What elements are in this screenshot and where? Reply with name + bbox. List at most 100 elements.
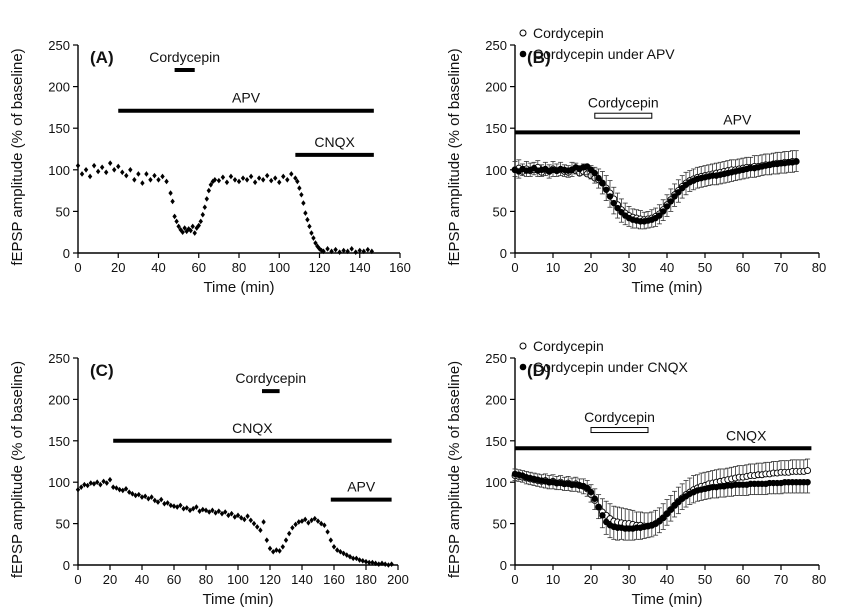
data-point [273, 175, 278, 181]
data-point [319, 520, 324, 527]
x-tick-label: 80 [812, 260, 826, 275]
panel-a: 0 50 100 150 200 250 0 20 40 60 80 100 120 140 160 Time… [9, 38, 411, 296]
data-point [255, 524, 260, 530]
data-point [354, 555, 359, 562]
legend-marker-filled [519, 50, 527, 58]
data-point [164, 178, 169, 185]
x-tick-label: 20 [103, 572, 117, 587]
data-point [144, 171, 149, 177]
data-point-filled [804, 479, 811, 486]
data-point-filled [599, 179, 606, 187]
data-point [329, 248, 334, 255]
data-point [108, 160, 113, 166]
treatment-bar-label: CNQX [314, 134, 355, 150]
y-tick-label: 0 [63, 558, 70, 573]
y-tick-label: 150 [485, 434, 507, 449]
data-point [280, 543, 285, 550]
data-point-filled [599, 512, 606, 519]
data-point-filled [671, 193, 678, 200]
x-tick-label: 140 [291, 572, 313, 587]
data-point [267, 545, 273, 552]
treatment-bar [590, 427, 649, 434]
data-point [79, 171, 85, 177]
data-point-filled [667, 506, 674, 513]
legend-label: Cordycepin [533, 25, 604, 41]
data-point [139, 494, 145, 500]
data-point-open [804, 467, 812, 475]
data-point [104, 480, 109, 486]
data-point [136, 171, 141, 177]
data-point [325, 529, 330, 535]
data-point [127, 489, 132, 495]
data-point [190, 223, 195, 230]
y-tick-label: 150 [485, 121, 507, 136]
x-tick-label: 200 [387, 572, 409, 587]
data-point [236, 178, 242, 185]
data-point [103, 169, 109, 176]
data-point [333, 246, 338, 253]
data-point [174, 218, 179, 225]
data-point [251, 520, 257, 527]
data-point [293, 521, 298, 528]
data-point [331, 543, 337, 550]
legend-marker-open [519, 29, 527, 37]
data-point [296, 519, 301, 525]
data-point [114, 485, 119, 491]
data-point [376, 561, 381, 567]
data-point [232, 176, 238, 183]
data-point-filled [663, 510, 671, 517]
data-point [311, 235, 316, 241]
data-point [155, 499, 161, 505]
data-point [344, 552, 349, 558]
data-point-filled [656, 212, 663, 219]
data-point-filled [660, 514, 667, 522]
treatment-bar-label: Cordycepin [149, 49, 220, 65]
data-point [361, 248, 366, 255]
treatment-bar-label: CNQX [726, 427, 767, 443]
data-point [171, 503, 177, 510]
data-point-filled [587, 488, 595, 496]
data-point [312, 515, 317, 522]
data-point [212, 176, 218, 183]
data-point-filled [595, 174, 602, 182]
data-point [293, 175, 298, 181]
data-point [82, 481, 87, 488]
data-point [196, 222, 201, 229]
data-point [170, 198, 175, 205]
data-point [229, 510, 234, 517]
data-point [200, 506, 205, 513]
y-tick-label: 200 [485, 392, 507, 407]
x-axis-label: Time (min) [631, 591, 702, 608]
data-point [191, 505, 196, 512]
data-point [152, 497, 157, 504]
data-point [75, 486, 81, 493]
y-tick-label: 0 [500, 246, 507, 261]
x-axis-label: Time (min) [202, 591, 273, 608]
data-point [285, 176, 290, 183]
x-tick-label: 10 [546, 572, 560, 587]
data-point [303, 210, 308, 216]
data-point [165, 500, 170, 506]
data-point [367, 559, 372, 566]
data-point [146, 495, 151, 502]
data-point [101, 478, 106, 485]
data-point [188, 227, 193, 234]
data-point [116, 163, 121, 170]
y-tick-label: 250 [48, 351, 70, 366]
x-tick-label: 160 [389, 260, 411, 275]
x-tick-label: 20 [584, 260, 598, 275]
data-point [216, 177, 222, 184]
x-tick-label: 0 [74, 572, 81, 587]
y-tick-label: 250 [48, 38, 70, 53]
x-axis-label: Time (min) [203, 279, 274, 296]
data-point-filled [614, 204, 621, 212]
data-point [295, 178, 300, 185]
data-point [181, 505, 186, 512]
data-point [309, 230, 314, 236]
data-point [369, 248, 375, 255]
data-point [202, 204, 207, 211]
data-point-filled [660, 208, 667, 215]
data-point [325, 246, 330, 252]
data-point [226, 512, 231, 519]
